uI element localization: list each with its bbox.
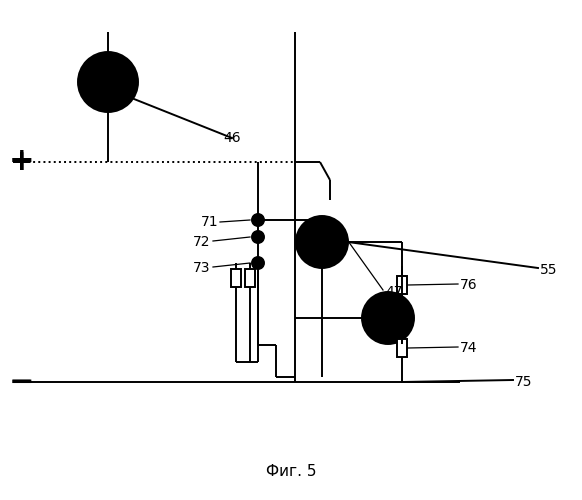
Circle shape [296, 216, 348, 268]
Text: Фиг. 5: Фиг. 5 [266, 464, 316, 479]
Circle shape [252, 231, 264, 243]
Circle shape [362, 292, 414, 344]
Text: −: − [10, 368, 34, 396]
Text: 73: 73 [193, 261, 210, 275]
Text: 76: 76 [460, 278, 478, 292]
Circle shape [78, 52, 138, 112]
Bar [245, 269, 255, 287]
Text: −: − [9, 366, 35, 398]
Text: 72: 72 [193, 235, 210, 249]
Text: 47: 47 [385, 285, 403, 299]
Text: 75: 75 [515, 375, 533, 389]
Text: 74: 74 [460, 341, 477, 355]
Text: 71: 71 [200, 215, 218, 229]
Circle shape [252, 214, 264, 226]
Text: +: + [10, 148, 34, 176]
Bar [397, 339, 407, 357]
Circle shape [252, 257, 264, 269]
Bar [231, 269, 241, 287]
Text: +: + [10, 148, 34, 176]
Bar [397, 276, 407, 294]
Text: +: + [9, 146, 35, 178]
Text: 46: 46 [223, 131, 241, 145]
Text: 55: 55 [540, 263, 558, 277]
